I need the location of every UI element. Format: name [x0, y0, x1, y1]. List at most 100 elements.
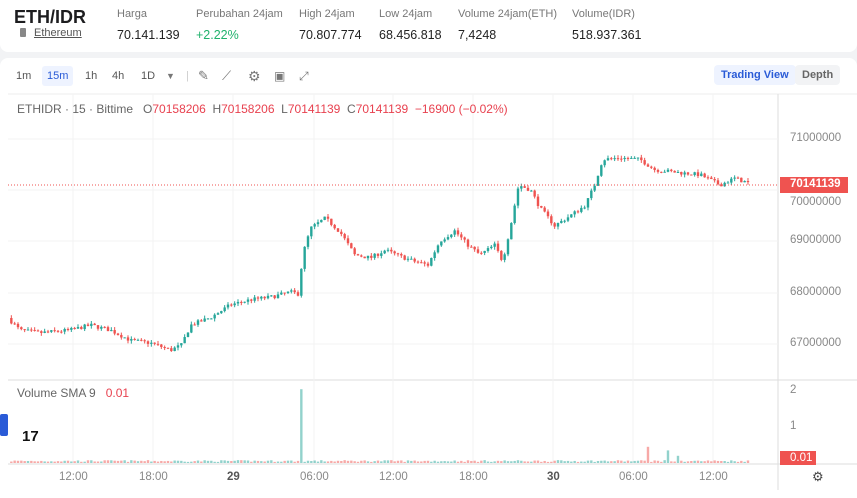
interval-dropdown-icon[interactable]: ▼ — [166, 71, 175, 81]
volume-bar — [640, 460, 643, 463]
candle — [163, 347, 166, 349]
candle — [553, 223, 556, 227]
volume-bar — [26, 460, 30, 463]
volume-bar — [100, 461, 103, 463]
volume-bar — [380, 461, 383, 463]
volume-bar — [256, 460, 260, 463]
fullscreen-icon[interactable]: ⤢ — [299, 69, 309, 83]
volume-bar — [36, 461, 40, 463]
candle — [423, 262, 426, 264]
interval-1h[interactable]: 1h — [85, 70, 98, 82]
candle — [170, 348, 173, 352]
volume-bar — [33, 461, 36, 463]
volume-bar — [700, 461, 703, 463]
candle — [510, 223, 513, 240]
draw-icon[interactable]: ✎ — [198, 68, 209, 83]
candle — [580, 207, 583, 212]
volume-bar — [580, 461, 583, 463]
candle — [570, 214, 573, 218]
save-icon[interactable]: ▣ — [274, 69, 286, 83]
volume-bar — [320, 460, 323, 463]
volume-bar — [276, 461, 280, 463]
volume-bar — [656, 460, 660, 463]
candle — [413, 258, 416, 262]
interval-4h[interactable]: 4h — [112, 70, 125, 82]
candle — [400, 253, 403, 256]
candle — [406, 258, 410, 260]
interval-1m[interactable]: 1m — [16, 70, 32, 82]
depth-button[interactable]: Depth — [795, 65, 841, 85]
candle — [583, 207, 586, 209]
candle — [126, 337, 130, 341]
volume-bar — [310, 461, 313, 463]
last-price-label: 70141139 — [790, 178, 841, 190]
volume-bar — [533, 460, 536, 463]
stat-volume-idr: Volume(IDR) 518.937.361 — [572, 8, 642, 42]
candle — [33, 329, 36, 331]
stat-low: Low 24jam 68.456.818 — [379, 8, 442, 42]
candle — [76, 326, 80, 329]
volume-bar — [13, 460, 16, 463]
price-tick: 71000000 — [790, 132, 842, 144]
settings-icon[interactable]: ⚙ — [812, 469, 824, 484]
trading-view-button[interactable]: Trading View — [714, 65, 796, 85]
candle — [286, 291, 290, 294]
volume-bar — [500, 461, 503, 463]
volume-bar — [353, 461, 356, 463]
volume-bar — [286, 460, 290, 463]
interval-15m[interactable]: 15m — [42, 66, 74, 86]
volume-bar — [340, 461, 343, 463]
volume-bar — [710, 461, 713, 463]
candle — [550, 216, 553, 224]
candle — [490, 246, 493, 249]
volume-bar — [696, 460, 700, 463]
volume-bar — [460, 460, 463, 463]
volume-bar — [610, 461, 613, 463]
candle — [723, 182, 726, 187]
volume-bar — [423, 460, 426, 463]
volume-bar — [586, 460, 590, 463]
tradingview-logo[interactable]: 17 — [22, 428, 39, 445]
sidebar-toggle[interactable] — [0, 414, 8, 436]
volume-bar — [520, 460, 523, 463]
interval-1d[interactable]: 1D — [141, 70, 156, 82]
candle — [556, 223, 560, 227]
volume-bar — [396, 460, 400, 463]
coin-link[interactable]: Ethereum — [20, 27, 82, 39]
candle — [596, 175, 600, 186]
time-tick: 29 — [227, 471, 240, 483]
candle — [450, 234, 453, 238]
candle — [530, 190, 533, 192]
volume-bar — [170, 461, 173, 463]
volume-bar — [136, 461, 140, 463]
candle — [396, 253, 400, 255]
volume-bar — [163, 461, 166, 463]
volume-bar — [266, 460, 270, 463]
volume-bar — [66, 460, 70, 463]
candle — [410, 258, 413, 260]
volume-bar — [110, 460, 113, 463]
volume-bar — [210, 460, 213, 463]
volume-bar — [603, 460, 606, 463]
candle — [626, 157, 630, 159]
candle — [256, 297, 260, 299]
volume-bar — [440, 461, 443, 463]
indicator-icon[interactable]: ⟋ — [222, 68, 232, 83]
volume-bar — [230, 461, 233, 463]
settings-icon[interactable]: ⚙ — [248, 68, 261, 84]
volume-bar — [383, 460, 386, 463]
volume-bar — [456, 461, 460, 463]
volume-bar — [503, 460, 506, 463]
candle — [443, 239, 446, 242]
candle — [80, 326, 83, 330]
volume-bar — [413, 460, 416, 463]
candle — [666, 169, 670, 172]
candle — [263, 296, 266, 299]
candle — [446, 237, 450, 240]
candle — [70, 327, 73, 330]
candle — [620, 158, 623, 160]
candle — [30, 329, 33, 331]
candle — [516, 188, 520, 206]
volume-bar — [736, 461, 740, 463]
